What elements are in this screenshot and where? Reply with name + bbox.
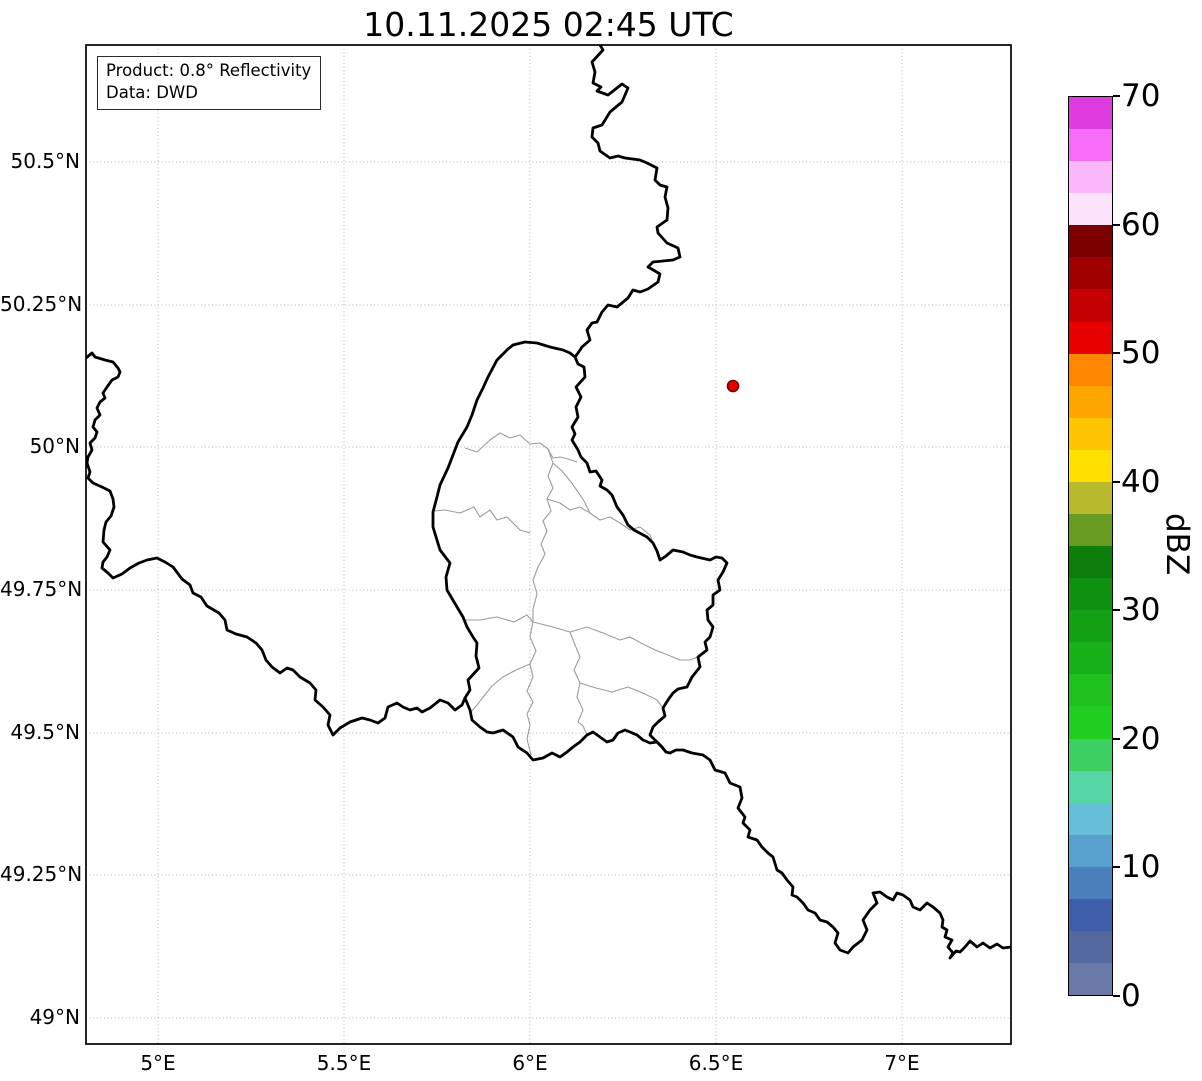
colorbar [1068,96,1113,996]
colorbar-axis-label: dBZ [1159,513,1195,576]
product-line: Product: 0.8° Reflectivity [106,61,312,80]
region-border [552,462,591,514]
colorbar-band [1069,706,1112,739]
colorbar-tick [1113,352,1120,355]
y-tick-label: 50.25°N [0,292,83,316]
y-tick-label: 49.25°N [0,862,83,886]
x-tick-label: 6°E [512,1051,548,1075]
colorbar-tick [1113,95,1120,97]
colorbar-band [1069,193,1112,226]
colorbar-tick-label: 50 [1121,335,1161,372]
region-border [569,631,588,736]
colorbar-band [1069,321,1112,354]
colorbar-band [1069,546,1112,579]
y-tick-label: 50°N [29,434,80,458]
colorbar-tick-label: 10 [1121,849,1161,886]
colorbar-band [1069,866,1112,899]
colorbar-band [1069,610,1112,643]
region-border [470,663,531,713]
y-tick-label: 50.5°N [10,149,81,173]
data-source-line: Data: DWD [106,82,198,102]
colorbar-band [1069,963,1112,996]
colorbar-tick-label: 0 [1121,978,1141,1014]
colorbar-band [1069,449,1112,482]
region-border [579,682,664,709]
region-border [464,432,578,463]
colorbar-tick [1113,480,1120,483]
colorbar-tick-label: 40 [1121,463,1161,500]
country-border [664,748,1011,960]
colorbar-tick [1113,737,1120,740]
colorbar-band [1069,353,1112,386]
colorbar-tick [1113,995,1120,997]
region-border [465,614,699,661]
country-border [86,351,467,737]
country-border [431,343,515,700]
colorbar-tick [1113,609,1120,612]
colorbar-band [1069,161,1112,194]
colorbar-band [1069,578,1112,611]
colorbar-band [1069,97,1112,130]
colorbar-tick-label: 30 [1121,592,1161,629]
colorbar-band [1069,898,1112,932]
y-tick-label: 49.75°N [0,577,83,601]
colorbar-band [1069,802,1112,835]
country-border [511,340,577,359]
colorbar-band [1069,674,1112,707]
colorbar-band [1069,417,1112,450]
colorbar-tick-label: 20 [1121,720,1161,757]
colorbar-band [1069,385,1112,418]
region-border [526,448,554,756]
colorbar-tick [1113,223,1120,226]
x-tick-label: 5.5°E [316,1051,372,1075]
country-border [463,696,668,762]
colorbar-band [1069,931,1112,964]
colorbar-tick-label: 60 [1121,206,1161,243]
colorbar-band [1069,481,1112,515]
colorbar-band [1069,770,1112,803]
colorbar-band [1069,257,1112,290]
colorbar-band [1069,514,1112,547]
colorbar-band [1069,642,1112,675]
country-border [573,45,682,359]
colorbar-band [1069,289,1112,322]
y-tick-label: 49.5°N [10,720,81,744]
x-tick-label: 6.5°E [688,1051,744,1075]
colorbar-tick [1113,866,1120,869]
x-tick-label: 7°E [884,1051,920,1075]
x-tick-label: 5°E [140,1051,176,1075]
y-tick-label: 49°N [29,1005,80,1029]
colorbar-band [1069,834,1112,867]
colorbar-band [1069,225,1112,258]
region-border [546,498,654,544]
colorbar-band [1069,738,1112,771]
product-info-box: Product: 0.8° Reflectivity Data: DWD [97,56,322,110]
colorbar-tick-label: 70 [1121,78,1161,114]
colorbar-band [1069,129,1112,162]
map-frame [85,44,1012,1045]
figure-title: 10.11.2025 02:45 UTC [363,5,734,44]
country-border [570,355,729,754]
radar-location-marker [726,379,740,393]
region-border [433,506,531,534]
